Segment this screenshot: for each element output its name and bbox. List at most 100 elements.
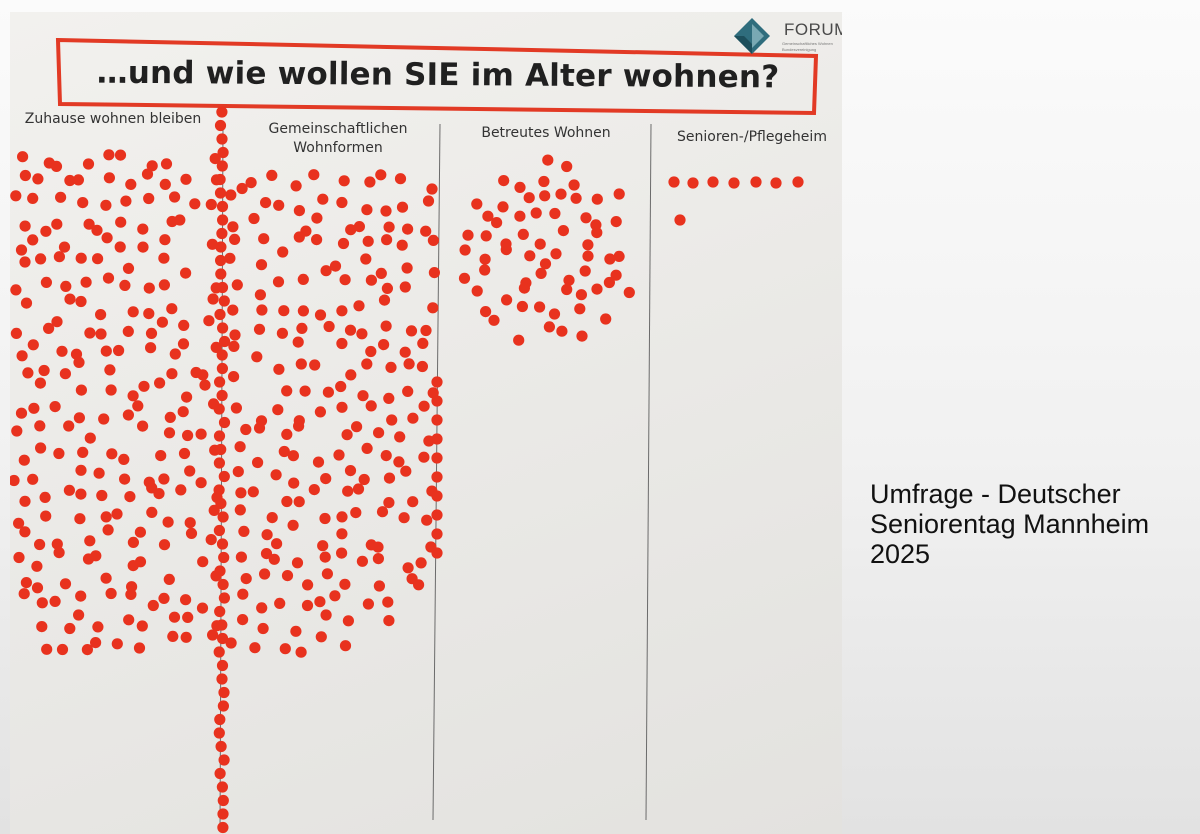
vote-dot bbox=[227, 221, 239, 233]
vote-dot bbox=[287, 450, 299, 462]
vote-dot bbox=[382, 596, 394, 608]
vote-dot bbox=[266, 169, 278, 181]
vote-dot bbox=[288, 477, 300, 489]
vote-dot bbox=[333, 449, 345, 461]
vote-dot bbox=[218, 686, 230, 699]
vote-dot bbox=[317, 540, 329, 552]
vote-dot bbox=[378, 294, 391, 306]
vote-dot bbox=[119, 279, 131, 291]
vote-dot bbox=[111, 508, 123, 520]
vote-dot bbox=[431, 414, 443, 426]
vote-dot bbox=[137, 420, 149, 432]
vote-dot bbox=[158, 473, 170, 485]
vote-dot bbox=[501, 294, 513, 306]
vote-dot bbox=[27, 339, 39, 351]
vote-dot bbox=[471, 285, 483, 297]
vote-dot bbox=[40, 510, 52, 522]
vote-dot bbox=[274, 597, 286, 610]
vote-dot bbox=[103, 172, 115, 184]
vote-dot bbox=[281, 495, 293, 508]
vote-dot bbox=[431, 376, 443, 388]
vote-dot bbox=[77, 197, 89, 209]
vote-dot bbox=[319, 512, 331, 525]
vote-dot bbox=[320, 265, 332, 277]
vote-dot bbox=[216, 781, 228, 793]
vote-dot bbox=[497, 201, 509, 213]
vote-dot bbox=[297, 305, 309, 317]
vote-dot bbox=[84, 327, 96, 339]
vote-dot bbox=[393, 456, 405, 468]
vote-dot bbox=[248, 212, 260, 225]
vote-dot bbox=[114, 149, 127, 161]
vote-dot bbox=[22, 367, 34, 379]
vote-dot bbox=[118, 453, 130, 465]
vote-dot bbox=[299, 385, 311, 397]
vote-dot bbox=[124, 491, 136, 503]
vote-dot bbox=[255, 259, 268, 271]
vote-dot bbox=[314, 406, 326, 418]
vote-dot bbox=[214, 376, 226, 388]
vote-dot bbox=[146, 160, 158, 172]
forum-logo-icon bbox=[734, 18, 770, 54]
vote-dot bbox=[591, 283, 603, 295]
slide-caption: Umfrage - Deutscher Seniorentag Mannheim… bbox=[870, 479, 1190, 569]
caption-line-2: Seniorentag Mannheim bbox=[870, 509, 1150, 539]
vote-dot bbox=[253, 323, 266, 335]
vote-dot bbox=[20, 297, 33, 309]
vote-dot bbox=[163, 427, 176, 439]
vote-dot bbox=[311, 212, 323, 224]
vote-dot bbox=[278, 305, 290, 317]
vote-dot bbox=[216, 673, 228, 685]
vote-dot bbox=[58, 241, 71, 253]
vote-dot bbox=[134, 556, 147, 568]
vote-dot bbox=[123, 614, 135, 626]
vote-dot bbox=[18, 454, 30, 466]
vote-dot bbox=[15, 244, 28, 256]
vote-dot bbox=[256, 602, 268, 614]
vote-dot bbox=[488, 314, 500, 326]
vote-dot bbox=[216, 349, 228, 361]
vote-dot bbox=[53, 547, 65, 559]
vote-dot bbox=[114, 241, 126, 253]
vote-dot bbox=[610, 269, 622, 281]
vote-dot bbox=[100, 511, 112, 523]
vote-dot bbox=[56, 345, 68, 357]
vote-dot bbox=[213, 524, 225, 537]
vote-dot bbox=[422, 195, 435, 207]
vote-dot bbox=[365, 345, 377, 358]
vote-dot bbox=[372, 541, 384, 553]
column-label-pflegeheim: Senioren-/Pflegeheim bbox=[677, 129, 827, 145]
vote-dot bbox=[278, 445, 290, 458]
vote-dot bbox=[122, 325, 134, 337]
vote-dot bbox=[82, 158, 95, 170]
vote-dot bbox=[132, 400, 144, 412]
vote-dot bbox=[162, 516, 174, 528]
vote-dot bbox=[550, 248, 562, 260]
vote-dot bbox=[127, 390, 139, 402]
vote-dot bbox=[271, 538, 283, 550]
vote-dot bbox=[119, 473, 131, 485]
vote-dot bbox=[19, 526, 31, 538]
vote-dot bbox=[216, 281, 229, 294]
vote-dot bbox=[428, 267, 440, 279]
vote-dot bbox=[240, 423, 252, 436]
vote-dot bbox=[234, 504, 246, 516]
vote-dot bbox=[273, 199, 285, 211]
vote-dot bbox=[427, 234, 439, 246]
vote-dot bbox=[266, 512, 278, 524]
vote-dot bbox=[217, 214, 229, 226]
vote-dot bbox=[36, 597, 48, 609]
vote-dot bbox=[53, 447, 65, 460]
vote-dot bbox=[335, 380, 347, 393]
vote-dot bbox=[557, 225, 570, 237]
vote-dot bbox=[195, 477, 207, 489]
vote-dot bbox=[383, 221, 395, 233]
vote-dot bbox=[215, 443, 227, 456]
vote-dot bbox=[174, 214, 186, 226]
vote-dot bbox=[56, 643, 69, 656]
vote-dot bbox=[205, 534, 217, 546]
headline-frame bbox=[55, 37, 819, 116]
vote-dot bbox=[378, 339, 390, 351]
vote-dot bbox=[38, 364, 50, 377]
vote-dot bbox=[236, 182, 248, 195]
